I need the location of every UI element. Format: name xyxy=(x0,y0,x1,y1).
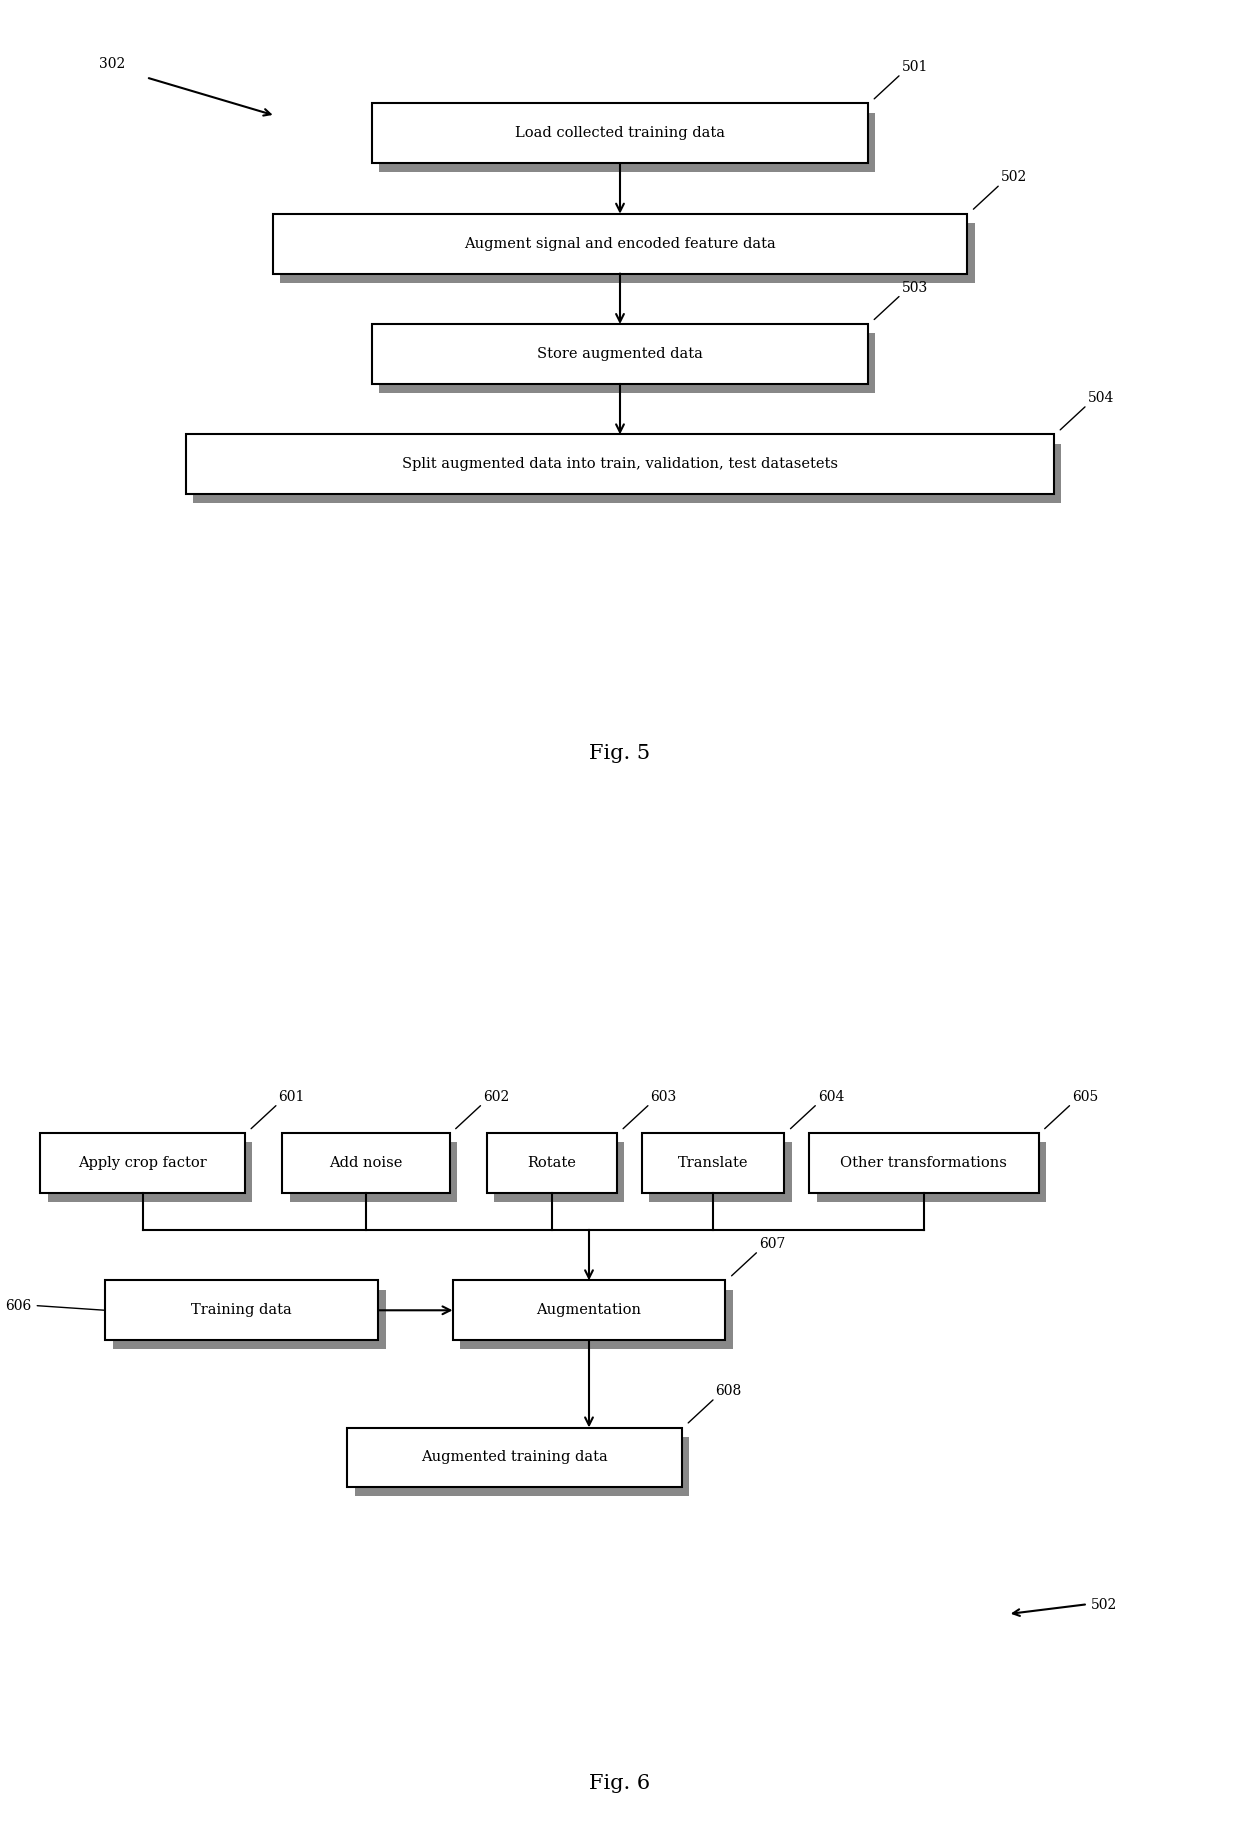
Text: Store augmented data: Store augmented data xyxy=(537,348,703,360)
FancyBboxPatch shape xyxy=(193,443,1061,504)
FancyBboxPatch shape xyxy=(379,112,875,173)
FancyBboxPatch shape xyxy=(650,1142,791,1203)
Text: 608: 608 xyxy=(715,1385,742,1398)
FancyBboxPatch shape xyxy=(289,1142,456,1203)
Text: 604: 604 xyxy=(818,1091,844,1103)
FancyBboxPatch shape xyxy=(372,324,868,384)
Text: 302: 302 xyxy=(99,57,125,72)
FancyBboxPatch shape xyxy=(494,1142,625,1203)
FancyBboxPatch shape xyxy=(808,1133,1039,1194)
Text: Rotate: Rotate xyxy=(527,1157,577,1170)
FancyBboxPatch shape xyxy=(379,333,875,394)
Text: Add noise: Add noise xyxy=(329,1157,403,1170)
Text: 607: 607 xyxy=(759,1238,785,1251)
FancyBboxPatch shape xyxy=(355,1436,689,1497)
FancyBboxPatch shape xyxy=(47,1142,253,1203)
FancyBboxPatch shape xyxy=(281,1133,449,1194)
Text: Augmented training data: Augmented training data xyxy=(422,1451,608,1464)
Text: Load collected training data: Load collected training data xyxy=(515,127,725,140)
Text: Fig. 6: Fig. 6 xyxy=(589,1775,651,1793)
Text: Augmentation: Augmentation xyxy=(537,1304,641,1317)
Text: 502: 502 xyxy=(1001,171,1027,184)
FancyBboxPatch shape xyxy=(816,1142,1045,1203)
Text: Apply crop factor: Apply crop factor xyxy=(78,1157,207,1170)
FancyBboxPatch shape xyxy=(273,213,967,274)
FancyBboxPatch shape xyxy=(486,1133,618,1194)
Text: Split augmented data into train, validation, test datasetets: Split augmented data into train, validat… xyxy=(402,458,838,471)
Text: 503: 503 xyxy=(901,281,928,294)
FancyBboxPatch shape xyxy=(453,1280,725,1341)
Text: 502: 502 xyxy=(1091,1598,1117,1611)
Text: 606: 606 xyxy=(5,1298,31,1313)
Text: 601: 601 xyxy=(279,1091,305,1103)
Text: 603: 603 xyxy=(650,1091,677,1103)
Text: Translate: Translate xyxy=(678,1157,748,1170)
FancyBboxPatch shape xyxy=(372,103,868,164)
FancyBboxPatch shape xyxy=(40,1133,246,1194)
Text: 501: 501 xyxy=(901,61,928,74)
FancyBboxPatch shape xyxy=(105,1280,378,1341)
Text: 605: 605 xyxy=(1071,1091,1099,1103)
FancyBboxPatch shape xyxy=(280,223,975,283)
Text: Augment signal and encoded feature data: Augment signal and encoded feature data xyxy=(464,237,776,250)
Text: Fig. 5: Fig. 5 xyxy=(589,745,651,763)
Text: 504: 504 xyxy=(1087,392,1114,405)
Text: 602: 602 xyxy=(484,1091,510,1103)
FancyBboxPatch shape xyxy=(460,1289,733,1350)
Text: Training data: Training data xyxy=(191,1304,293,1317)
FancyBboxPatch shape xyxy=(642,1133,784,1194)
FancyBboxPatch shape xyxy=(186,434,1054,495)
Text: Other transformations: Other transformations xyxy=(841,1157,1007,1170)
FancyBboxPatch shape xyxy=(113,1289,386,1350)
FancyBboxPatch shape xyxy=(347,1427,682,1488)
